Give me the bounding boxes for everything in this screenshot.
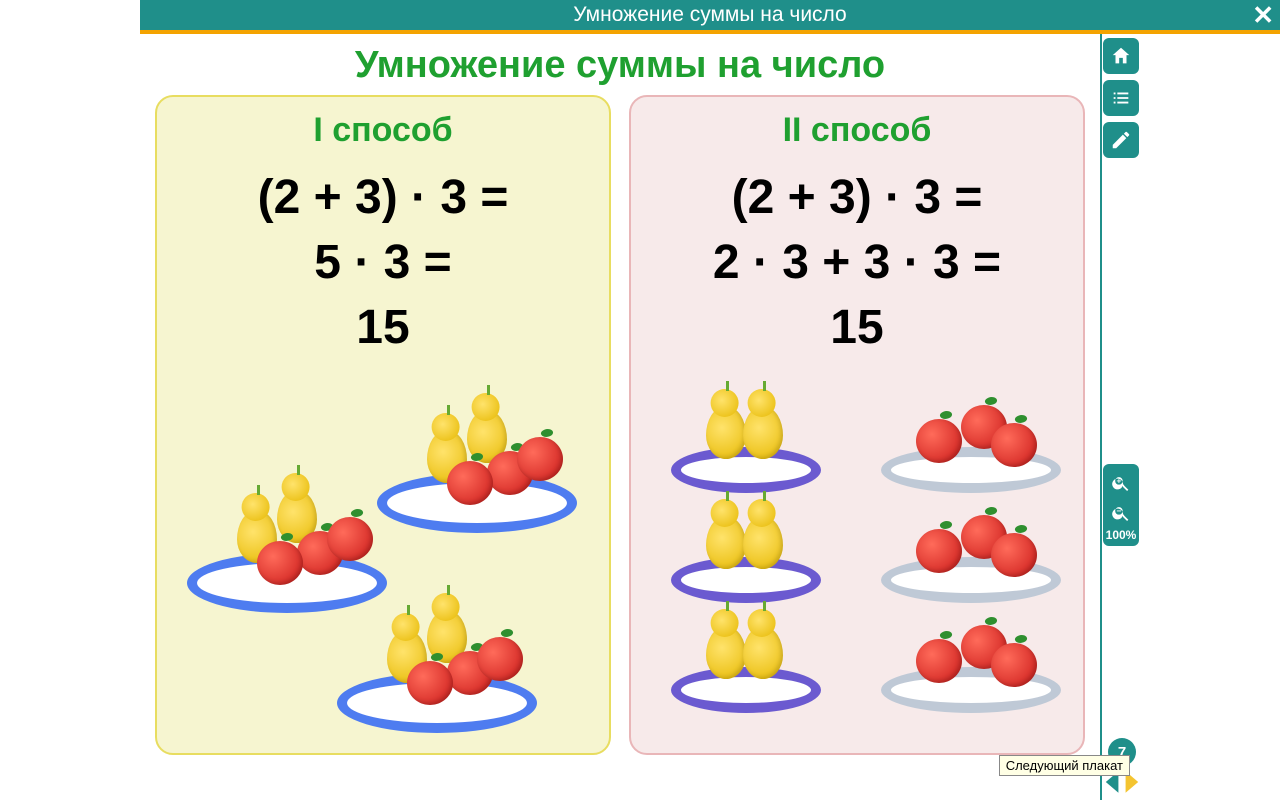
tools-button[interactable] [1103, 122, 1139, 158]
plate-apples [881, 623, 1061, 713]
zoom-in-icon [1111, 473, 1131, 493]
page-heading: Умножение суммы на число [140, 44, 1100, 87]
pear-icon [706, 407, 746, 459]
eq1-line1: (2 + 3) · 3 = [167, 166, 599, 231]
apple-icon [991, 533, 1037, 577]
stage: Умножение суммы на число I способ (2 + 3… [140, 34, 1100, 800]
home-icon [1110, 45, 1132, 67]
tooltip: Следующий плакат [999, 755, 1130, 776]
eq1-line2: 5 · 3 = [167, 231, 599, 296]
apple-icon [447, 461, 493, 505]
apple-icon [916, 529, 962, 573]
zoom-percent-label: 100% [1106, 528, 1137, 542]
plate-apples [881, 403, 1061, 493]
plate-mixed [337, 603, 537, 733]
apple-icon [991, 423, 1037, 467]
dish-icon [671, 447, 821, 493]
zoom-controls: 100% [1103, 464, 1139, 546]
panels-row: I способ (2 + 3) · 3 = 5 · 3 = 15 [140, 95, 1100, 755]
pear-icon [706, 627, 746, 679]
panel-2-equation: (2 + 3) · 3 = 2 · 3 + 3 · 3 = 15 [641, 166, 1073, 360]
right-toolbar: 100% 7 [1100, 34, 1140, 800]
eq1-line3: 15 [167, 296, 599, 361]
pencil-icon [1110, 129, 1132, 151]
zoom-out-icon [1111, 503, 1131, 523]
contents-button[interactable] [1103, 80, 1139, 116]
home-button[interactable] [1103, 38, 1139, 74]
apple-icon [916, 419, 962, 463]
apple-icon [257, 541, 303, 585]
panel-method-1: I способ (2 + 3) · 3 = 5 · 3 = 15 [155, 95, 611, 755]
pear-icon [743, 517, 783, 569]
plate-mixed [187, 483, 387, 613]
apple-icon [916, 639, 962, 683]
zoom-in-button[interactable] [1105, 468, 1137, 498]
titlebar-title: Умножение суммы на число [573, 3, 846, 27]
panel-2-title: II способ [641, 111, 1073, 150]
zoom-out-button[interactable] [1105, 498, 1137, 528]
plate-apples [881, 513, 1061, 603]
apple-icon [517, 437, 563, 481]
plate-pears [671, 513, 821, 603]
eq2-line2: 2 · 3 + 3 · 3 = [641, 231, 1073, 296]
titlebar: Умножение суммы на число ✕ [140, 0, 1280, 30]
eq2-line1: (2 + 3) · 3 = [641, 166, 1073, 231]
plate-pears [671, 623, 821, 713]
panel-2-illustration [631, 393, 1083, 753]
dish-icon [671, 557, 821, 603]
pear-icon [706, 517, 746, 569]
panel-1-illustration [157, 393, 609, 753]
eq2-line3: 15 [641, 296, 1073, 361]
panel-1-equation: (2 + 3) · 3 = 5 · 3 = 15 [167, 166, 599, 360]
apple-icon [327, 517, 373, 561]
dish-icon [671, 667, 821, 713]
list-icon [1110, 87, 1132, 109]
panel-method-2: II способ (2 + 3) · 3 = 2 · 3 + 3 · 3 = … [629, 95, 1085, 755]
plate-pears [671, 403, 821, 493]
pear-icon [743, 627, 783, 679]
apple-icon [991, 643, 1037, 687]
apple-icon [407, 661, 453, 705]
plate-mixed [377, 403, 577, 533]
panel-1-title: I способ [167, 111, 599, 150]
apple-icon [477, 637, 523, 681]
close-icon[interactable]: ✕ [1252, 2, 1274, 28]
pear-icon [743, 407, 783, 459]
